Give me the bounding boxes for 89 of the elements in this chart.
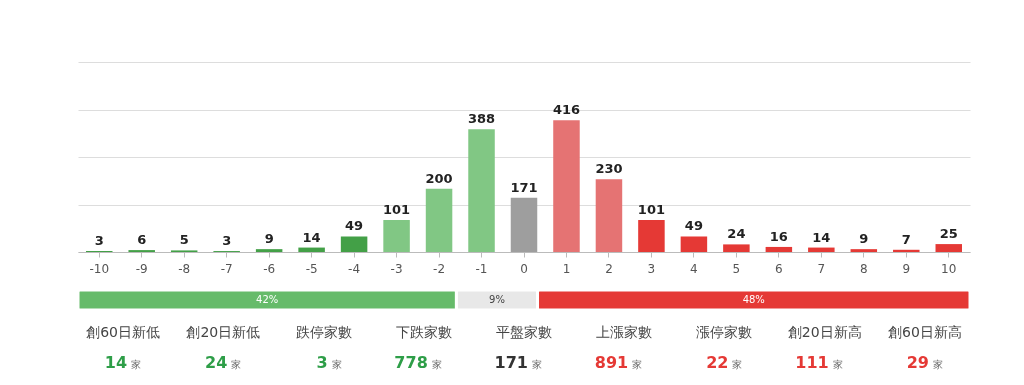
x-tick-label: -10: [89, 261, 110, 276]
text: 家: [231, 359, 242, 370]
data-label: 49: [345, 218, 364, 234]
bar: [383, 220, 410, 252]
bar: [553, 120, 580, 252]
data-label: 171: [510, 179, 538, 195]
bar: [468, 129, 495, 252]
bar: [765, 246, 793, 252]
bar: [595, 179, 623, 252]
x-tick-label: -6: [263, 261, 276, 276]
category-label: 漲停家數: [696, 324, 753, 340]
data-label: 891: [594, 353, 629, 372]
bar: [340, 236, 368, 252]
bar: [638, 220, 665, 252]
data-label: 25: [939, 226, 958, 242]
x-tick-label: 6: [775, 261, 783, 276]
data-label: 9: [264, 231, 274, 247]
data-label: 3: [316, 353, 328, 372]
data-label: 24: [727, 226, 746, 242]
data-label: 3: [94, 233, 104, 249]
data-label: 48%: [742, 294, 765, 305]
bar: [425, 188, 453, 252]
data-label: 16: [769, 228, 788, 244]
x-tick-label: -7: [220, 261, 233, 276]
text: 家: [832, 359, 843, 370]
x-tick-label: -5: [305, 261, 318, 276]
x-tick-label: 10: [941, 261, 957, 276]
x-tick-label: -1: [475, 261, 488, 276]
x-tick-label: -8: [178, 261, 191, 276]
x-tick-label: -4: [348, 261, 361, 276]
data-label: 22: [706, 353, 729, 372]
data-label: 14: [302, 229, 321, 245]
category-label: 平盤家數: [496, 324, 552, 340]
x-tick-label: -9: [135, 261, 148, 276]
x-tick-label: -2: [433, 261, 446, 276]
x-tick-label: 0: [520, 261, 528, 276]
text: 家: [331, 359, 342, 370]
text: 家: [932, 359, 943, 370]
bar: [680, 236, 708, 252]
text: 家: [732, 359, 743, 370]
bar: [510, 197, 538, 252]
data-label: 230: [595, 161, 623, 177]
data-label: 49: [684, 218, 703, 234]
bar: [850, 249, 878, 252]
data-label: 42%: [256, 294, 279, 305]
x-tick-label: 3: [647, 261, 656, 276]
data-label: 9: [859, 231, 869, 247]
text: 家: [131, 359, 142, 370]
bar: [723, 244, 750, 252]
data-label: 14: [812, 229, 831, 245]
category-label: 下跌家數: [395, 324, 452, 340]
category-label: 創60日新低: [86, 324, 161, 340]
data-label: 7: [901, 231, 911, 247]
data-label: 14: [104, 353, 128, 372]
category-label: 上漲家數: [596, 324, 653, 340]
bar: [935, 244, 963, 252]
data-label: 388: [467, 111, 496, 127]
text: 家: [431, 359, 442, 370]
x-tick-label: -3: [390, 261, 403, 276]
bar: [808, 247, 835, 252]
category-label: 創20日新低: [186, 324, 261, 340]
category-label: 創60日新高: [887, 324, 962, 340]
data-label: 24: [205, 353, 228, 372]
x-tick-label: 7: [817, 261, 826, 276]
category-label: 跌停家數: [295, 324, 352, 340]
data-label: 101: [383, 202, 411, 218]
data-label: 5: [179, 232, 189, 248]
data-label: 111: [795, 353, 829, 372]
x-tick-label: 1: [562, 261, 571, 276]
category-label: 創20日新高: [787, 324, 862, 340]
x-tick-label: 8: [859, 261, 868, 276]
data-label: 29: [906, 353, 929, 372]
data-label: 9%: [489, 294, 505, 305]
data-label: 171: [494, 353, 528, 372]
data-label: 416: [552, 102, 581, 118]
text: 家: [532, 359, 542, 370]
data-label: 6: [137, 232, 147, 248]
x-tick-label: 5: [732, 261, 741, 276]
data-label: 3: [222, 233, 232, 249]
x-tick-label: 4: [690, 261, 698, 276]
data-label: 200: [425, 170, 453, 186]
x-tick-label: 9: [902, 261, 911, 276]
data-label: 101: [637, 202, 665, 218]
text: 家: [632, 359, 643, 370]
bar: [893, 249, 920, 252]
bar: [298, 247, 325, 252]
x-tick-label: 2: [605, 261, 613, 276]
bar: [255, 249, 283, 252]
data-label: 778: [394, 353, 428, 372]
